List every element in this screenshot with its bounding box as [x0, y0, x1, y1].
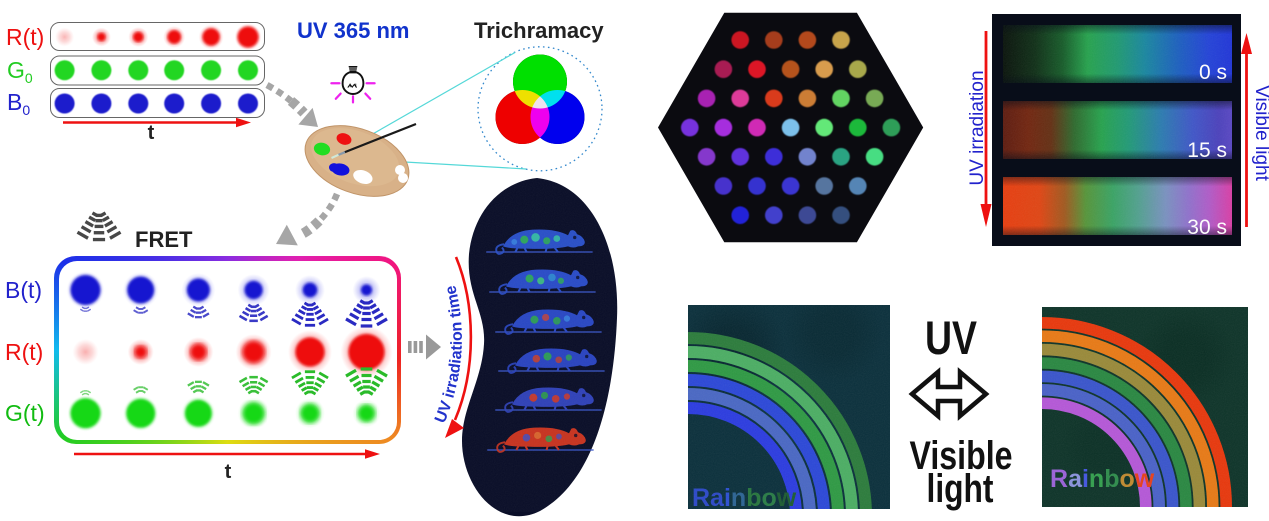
- svg-text:t: t: [225, 461, 232, 483]
- svg-text:light: light: [927, 467, 994, 511]
- svg-text:FRET: FRET: [135, 227, 193, 252]
- svg-text:Visible: Visible: [910, 434, 1013, 478]
- svg-text:B0: B0: [7, 89, 30, 118]
- svg-text:t: t: [148, 122, 155, 144]
- svg-text:Visible light: Visible light: [1251, 85, 1269, 181]
- svg-text:G(t): G(t): [5, 400, 45, 426]
- svg-text:UV 365 nm: UV 365 nm: [297, 18, 410, 43]
- svg-text:B(t): B(t): [5, 277, 42, 303]
- svg-text:G0: G0: [7, 57, 33, 86]
- svg-text:Trichramacy: Trichramacy: [474, 18, 604, 43]
- svg-text:R(t): R(t): [5, 339, 43, 365]
- svg-text:UV irradiation: UV irradiation: [967, 70, 988, 185]
- svg-text:R(t): R(t): [6, 24, 44, 50]
- svg-text:UV: UV: [925, 311, 978, 364]
